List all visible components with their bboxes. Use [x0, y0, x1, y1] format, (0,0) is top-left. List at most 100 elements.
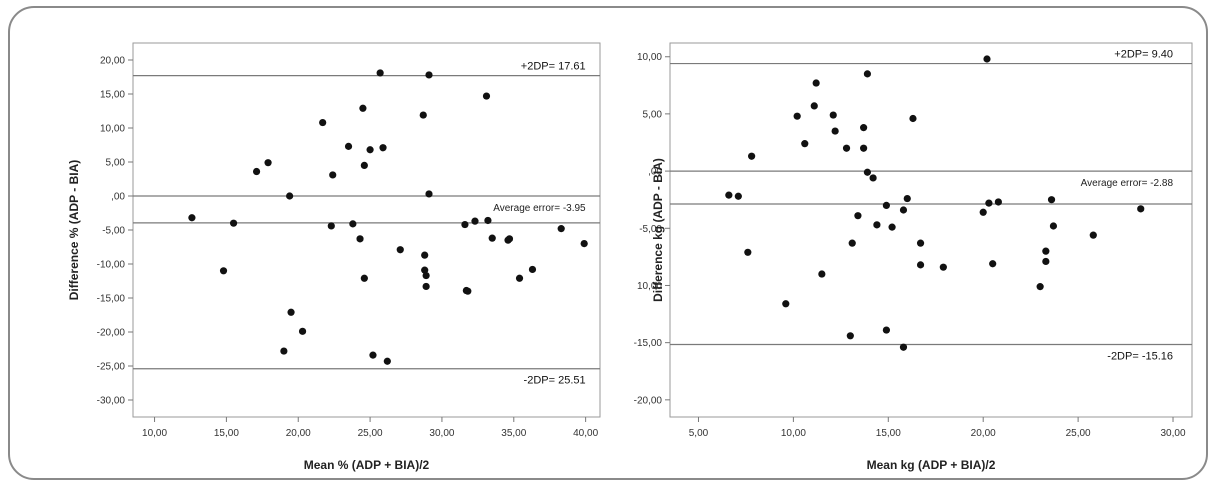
- data-point: [298, 327, 307, 335]
- y-tick-label: -10,00: [97, 260, 126, 271]
- data-point: [812, 79, 820, 87]
- data-point: [425, 71, 433, 79]
- data-point: [419, 111, 427, 119]
- data-point: [287, 308, 295, 316]
- data-point: [356, 235, 364, 243]
- data-point: [801, 140, 809, 148]
- data-point: [396, 246, 404, 254]
- data-point: [994, 198, 1002, 206]
- data-point: [484, 216, 492, 225]
- annotation-label: +2DP= 17.61: [521, 61, 586, 73]
- annotation-label: Average error= -2.88: [1081, 178, 1174, 189]
- data-point: [286, 192, 294, 200]
- data-point: [854, 212, 862, 220]
- data-point: [842, 144, 851, 152]
- data-point: [744, 248, 752, 256]
- data-point: [1042, 257, 1050, 266]
- x-tick-label: 35,00: [501, 428, 526, 439]
- y-tick-label: -20,00: [634, 395, 663, 406]
- data-point: [580, 240, 588, 248]
- data-point: [329, 171, 337, 179]
- data-point: [985, 199, 993, 207]
- data-point: [903, 194, 911, 203]
- data-point: [1049, 222, 1058, 230]
- data-point: [810, 102, 818, 110]
- data-point: [319, 118, 327, 127]
- data-point: [1042, 247, 1050, 255]
- data-point: [909, 114, 917, 123]
- data-point: [488, 234, 496, 242]
- data-point: [725, 191, 733, 199]
- data-point: [327, 222, 335, 230]
- data-point: [829, 111, 837, 119]
- data-point: [252, 167, 261, 176]
- data-point: [748, 152, 756, 160]
- data-point: [280, 347, 288, 355]
- y-axis-title-left: Difference % (ADP - BIA): [67, 160, 81, 300]
- y-tick-label: 20,00: [100, 56, 125, 67]
- data-point: [360, 161, 368, 169]
- data-point: [359, 104, 367, 112]
- x-tick-label: 30,00: [1161, 428, 1186, 439]
- x-tick-label: 40,00: [573, 428, 598, 439]
- data-point: [979, 208, 987, 216]
- y-tick-label: -5,00: [639, 224, 662, 235]
- x-tick-label: 10,00: [142, 428, 167, 439]
- data-point: [1089, 231, 1097, 239]
- y-tick-label: -5,00: [102, 226, 125, 237]
- data-point: [464, 287, 472, 295]
- data-point: [863, 168, 872, 176]
- data-point: [899, 206, 908, 214]
- data-point: [989, 260, 997, 268]
- data-point: [1047, 196, 1056, 204]
- data-point: [793, 112, 801, 120]
- data-point: [383, 357, 391, 365]
- data-point: [482, 92, 491, 100]
- data-point: [421, 266, 429, 274]
- data-point: [188, 214, 196, 222]
- y-tick-label: -15,00: [97, 294, 126, 305]
- data-point: [557, 225, 565, 233]
- data-point: [782, 300, 790, 308]
- x-tick-label: 10,00: [781, 428, 806, 439]
- y-tick-label: 10,00: [637, 281, 662, 292]
- y-axis-title-right: Difference kg (ADP - BIA): [651, 158, 665, 302]
- data-point: [421, 251, 429, 259]
- data-point: [422, 282, 430, 291]
- data-point: [831, 127, 839, 135]
- bland-altman-kg-chart: 10,00 5,00 ,00 -5,00 10,00 -15,00 -20,00 5,00 10…: [634, 42, 1193, 472]
- x-tick-label: 30,00: [429, 428, 454, 439]
- data-point: [505, 235, 514, 243]
- data-point: [344, 142, 353, 150]
- data-point: [515, 274, 524, 282]
- bland-altman-percent-chart: 20,00 15,00 10,00 5,00 ,00 -5,00 -10,00 -15,00 -…: [67, 42, 601, 472]
- annotation-label: Average error= -3.95: [493, 203, 586, 214]
- data-point: [734, 192, 742, 200]
- figure-frame: 20,00 15,00 10,00 5,00 ,00 -5,00 -10,00 -15,00 -…: [8, 6, 1208, 480]
- y-tick-label: 5,00: [643, 109, 663, 120]
- data-point: [369, 351, 377, 359]
- y-tick-label: -30,00: [97, 396, 126, 407]
- plot-area-left: [132, 42, 601, 418]
- data-point: [882, 326, 890, 334]
- x-axis-title-left: Mean % (ADP + BIA)/2: [304, 458, 430, 472]
- data-point: [376, 69, 384, 77]
- data-point: [846, 332, 854, 340]
- y-tick-label: 10,00: [637, 52, 662, 63]
- y-tick-label: ,00: [648, 167, 662, 178]
- data-point: [818, 270, 826, 278]
- data-point: [379, 144, 387, 152]
- data-point: [1036, 283, 1044, 291]
- data-point: [983, 55, 991, 63]
- data-point: [869, 174, 877, 182]
- marks-left: 20,00 15,00 10,00 5,00 ,00 -5,00 -10,00 -15,00 -…: [97, 56, 600, 439]
- data-point: [229, 219, 238, 227]
- data-point: [1137, 205, 1145, 213]
- plot-area-right: [669, 42, 1193, 418]
- data-point: [425, 190, 433, 198]
- y-tick-label: 5,00: [106, 158, 126, 169]
- annotation-label: -2DP= 25.51: [524, 375, 586, 387]
- y-tick-label: ,00: [111, 192, 125, 203]
- marks-right: 10,00 5,00 ,00 -5,00 10,00 -15,00 -20,00 5,00 10…: [634, 49, 1192, 439]
- y-tick-label: -20,00: [97, 328, 126, 339]
